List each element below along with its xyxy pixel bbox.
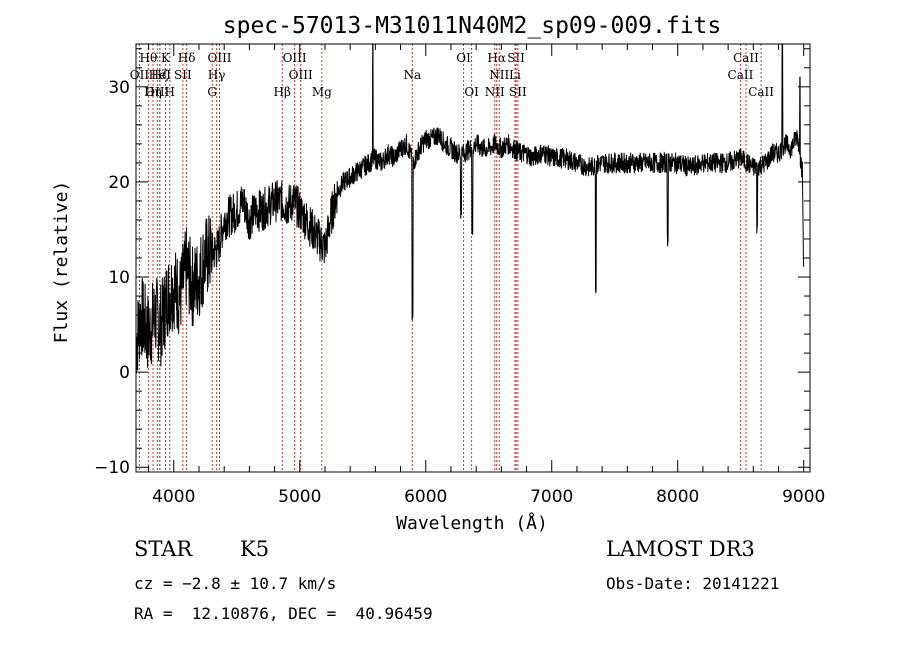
y-axis-label: Flux (relative) xyxy=(51,181,72,344)
y-tick-label: 0 xyxy=(119,363,130,383)
spectral-line-label: Hβ xyxy=(274,85,291,99)
spectral-line-label: OIII xyxy=(207,51,231,65)
spectral-line-label: SII xyxy=(174,68,192,82)
spectral-line-label: CaII xyxy=(748,85,774,99)
spectral-line-label: Hδ xyxy=(178,51,196,65)
spectral-line-label: OI xyxy=(464,85,479,99)
x-tick-label: 9000 xyxy=(782,487,825,507)
spectrum-layer xyxy=(135,43,805,374)
spectral-line-label: Hγ xyxy=(208,68,226,82)
spectral-line-label: Hζ xyxy=(151,68,168,82)
spectral-line-label: NII xyxy=(489,68,509,82)
x-tick-label: 5000 xyxy=(278,487,321,507)
obs-date: Obs-Date: 20141221 xyxy=(606,574,780,593)
spectral-line-label: SII xyxy=(509,85,527,99)
x-tick-label: 8000 xyxy=(656,487,699,507)
x-tick-label: 4000 xyxy=(152,487,195,507)
x-tick-label: 7000 xyxy=(530,487,573,507)
spectral-line-label: Li xyxy=(509,68,521,82)
spectral-line-label: CaII xyxy=(728,68,754,82)
object-subclass: K5 xyxy=(240,537,270,561)
spectral-line-label: Hη xyxy=(144,85,162,99)
spectral-line-label: Hα xyxy=(487,51,506,65)
axes-layer: 4000 5000 6000 7000 8000 9000 −10 0 10 20 30 xyxy=(94,43,825,507)
spectral-line-label: K xyxy=(161,51,171,65)
spectral-line-label: G xyxy=(207,85,217,99)
redshift-text: cz = −2.8 ± 10.7 km/s xyxy=(134,574,337,593)
spectral-line-label: OIII xyxy=(283,51,307,65)
y-tick-label: −10 xyxy=(94,458,130,478)
spectral-line-label: NII xyxy=(485,85,505,99)
spectral-line-label: OIII xyxy=(289,68,313,82)
spectral-line-label: Na xyxy=(403,68,421,82)
y-tick-label: 10 xyxy=(108,268,130,288)
survey-name: LAMOST DR3 xyxy=(606,537,755,561)
spectral-line-label: Mg xyxy=(312,85,332,99)
plot-frame xyxy=(135,43,811,473)
object-class: STAR xyxy=(134,537,193,561)
x-axis-label: Wavelength (Å) xyxy=(396,512,548,534)
spectrum-line xyxy=(135,43,805,374)
spectral-line-label: Hθ xyxy=(139,51,157,65)
spectral-line-label: OII xyxy=(130,68,150,82)
spectral-line-label: OI xyxy=(456,51,471,65)
spectral-line-label: CaII xyxy=(733,51,759,65)
spectral-line-label: HeI xyxy=(149,68,172,82)
spectral-line-label: OIII xyxy=(145,85,169,99)
spectral-line-label: SII xyxy=(507,51,525,65)
chart-title: spec-57013-M31011N40M2_sp09-009.fits xyxy=(223,13,722,39)
y-tick-label: 20 xyxy=(108,173,130,193)
x-tick-label: 6000 xyxy=(404,487,447,507)
coordinates: RA = 12.10876, DEC = 40.96459 xyxy=(134,604,433,623)
spectral-line-label: H xyxy=(165,85,175,99)
y-tick-label: 30 xyxy=(108,78,130,98)
